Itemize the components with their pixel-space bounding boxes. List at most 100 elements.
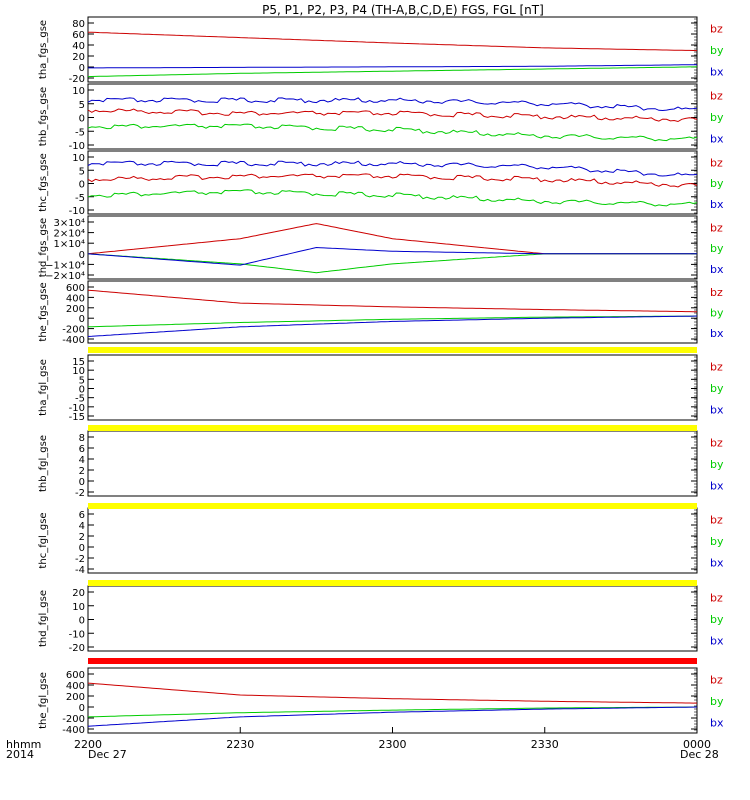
panel-ylabel: thd_fgs_gse [38, 218, 49, 277]
flag-bar [88, 658, 697, 664]
legend-by: by [710, 242, 724, 255]
flags-group [88, 347, 697, 664]
ytick-label: -200 [62, 325, 85, 336]
ytick-label: 600 [66, 283, 85, 294]
flag-bar [88, 503, 697, 509]
legend-by: by [710, 177, 724, 190]
legend-bx: bx [710, 198, 724, 211]
ytick-label: -10 [69, 141, 85, 152]
panel-frame [87, 150, 698, 215]
ytick-label: 4 [79, 455, 85, 466]
series-line-bz [87, 682, 697, 704]
ytick-label: -5 [75, 193, 85, 204]
ytick-label: -20 [69, 643, 85, 654]
ytick-label: -5 [75, 127, 85, 138]
ytick-label: -5 [75, 394, 85, 405]
ytick-label: 15 [72, 357, 85, 368]
legend-bx: bx [710, 327, 724, 340]
time-axis-year-label: 2014 [6, 748, 34, 761]
legend-bz: bz [710, 361, 723, 374]
legend-bx: bx [710, 133, 724, 146]
ytick-label: 2×10⁴ [54, 229, 85, 240]
series-line-by [87, 189, 698, 207]
time-axis: hhmm 2014 Dec 27 Dec 28 2200 2230 2300 2330… [6, 727, 719, 761]
ytick-label: 10 [72, 86, 85, 97]
ytick-label: -4 [75, 565, 85, 576]
legend-by: by [710, 307, 724, 320]
series-line-by [87, 315, 698, 328]
ytick-label: -10 [69, 206, 85, 217]
ytick-label: 20 [72, 52, 85, 63]
series-line-bx [87, 160, 698, 177]
legend-by: by [710, 695, 724, 708]
legend-by: by [710, 535, 724, 548]
ytick-label: 400 [66, 293, 85, 304]
panel-ylabel: thc_fgs_gse [38, 153, 49, 212]
time-axis-row-label: hhmm [6, 738, 41, 751]
panel-frame [87, 430, 698, 497]
ytick-label: 2 [79, 532, 85, 543]
ytick-label: 40 [72, 41, 85, 52]
series-line-bx [87, 706, 698, 727]
panel-ylabel: the_fgl_gse [38, 672, 49, 729]
series-line-by [87, 706, 697, 718]
ytick-label: −1×10⁴ [45, 260, 85, 271]
time-axis-start-date: Dec 27 [88, 748, 127, 761]
flag-bar [88, 425, 697, 431]
legend-bz: bz [710, 592, 723, 605]
legend-bz: bz [710, 221, 723, 234]
ytick-label: -400 [62, 335, 85, 346]
series-line-by [87, 253, 697, 274]
legend-bx: bx [710, 480, 724, 493]
ytick-label: -10 [69, 629, 85, 640]
series-line-bz [87, 173, 698, 188]
ytick-label: -200 [62, 714, 85, 725]
legend-bx: bx [710, 404, 724, 417]
xtick-label: 2300 [379, 738, 407, 751]
panel-frame [87, 667, 698, 734]
series-line-by [87, 123, 698, 142]
legend-bx: bx [710, 635, 724, 648]
ytick-label: 0 [79, 314, 85, 325]
ytick-label: 0 [79, 63, 85, 74]
xtick-label: 2200 [74, 738, 102, 751]
ytick-label: 200 [66, 692, 85, 703]
ytick-label: 0 [79, 703, 85, 714]
ytick-label: 0 [79, 385, 85, 396]
legend-by: by [710, 458, 724, 471]
plot-title: P5, P1, P2, P3, P4 (TH-A,B,C,D,E) FGS, F… [262, 3, 544, 17]
ytick-label: 10 [72, 153, 85, 164]
ytick-label: 5 [79, 166, 85, 177]
ytick-label: 600 [66, 670, 85, 681]
ytick-label: 0 [79, 114, 85, 125]
series-line-bz [87, 289, 697, 313]
series-line-bz [87, 108, 698, 123]
ytick-label: 10 [72, 366, 85, 377]
panel-ylabel: the_fgs_gse [38, 282, 49, 341]
xtick-label: 2330 [531, 738, 559, 751]
xtick-label: 0000 [683, 738, 711, 751]
ytick-label: 5 [79, 375, 85, 386]
series-line-bz [87, 223, 697, 255]
panel-ylabel: thb_fgl_gse [38, 435, 49, 492]
ytick-label: 2 [79, 466, 85, 477]
panel-thc_fgs_gse: thc_fgs_gse 10 5 0 -5 -10 bz by bx [38, 150, 724, 217]
ytick-label: 400 [66, 681, 85, 692]
legend-bz: bz [710, 90, 723, 103]
panel-frame [87, 215, 698, 280]
legend-bz: bz [710, 156, 723, 169]
ytick-label: −2×10⁴ [45, 271, 85, 282]
xtick-label: 2230 [226, 738, 254, 751]
panel-frame [87, 280, 698, 344]
panel-frame [87, 585, 698, 652]
ytick-label: 4 [79, 521, 85, 532]
ytick-label: -20 [69, 74, 85, 85]
series-line-bx [88, 64, 697, 69]
panel-frame [87, 83, 698, 150]
legend-by: by [710, 111, 724, 124]
ytick-label: 0 [79, 477, 85, 488]
